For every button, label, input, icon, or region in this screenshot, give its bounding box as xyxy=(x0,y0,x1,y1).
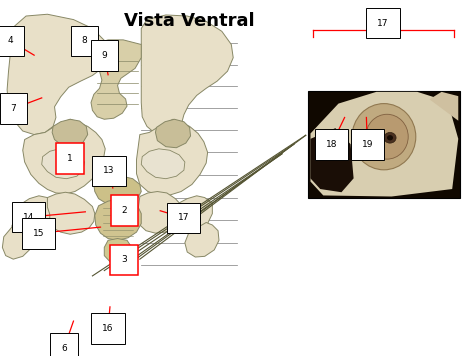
Text: 13: 13 xyxy=(103,166,115,176)
Polygon shape xyxy=(2,227,31,259)
Polygon shape xyxy=(19,196,55,230)
Text: 17: 17 xyxy=(178,213,190,222)
Polygon shape xyxy=(7,14,109,135)
Polygon shape xyxy=(12,214,43,237)
Polygon shape xyxy=(95,199,141,240)
Polygon shape xyxy=(185,222,219,257)
Text: 4: 4 xyxy=(8,36,13,46)
Polygon shape xyxy=(141,149,185,179)
Text: Vista Ventral: Vista Ventral xyxy=(124,12,255,31)
Polygon shape xyxy=(141,15,233,136)
Polygon shape xyxy=(47,192,95,234)
Ellipse shape xyxy=(387,135,393,141)
Text: 15: 15 xyxy=(33,229,45,238)
Polygon shape xyxy=(92,175,141,206)
Ellipse shape xyxy=(384,132,396,143)
Ellipse shape xyxy=(366,114,408,159)
Text: 18: 18 xyxy=(326,140,337,149)
Text: 1: 1 xyxy=(67,154,73,163)
Polygon shape xyxy=(42,149,84,179)
Ellipse shape xyxy=(352,104,416,170)
Polygon shape xyxy=(429,92,458,121)
Text: 6: 6 xyxy=(61,344,67,353)
Polygon shape xyxy=(310,128,354,192)
Text: 3: 3 xyxy=(121,255,127,265)
Text: 2: 2 xyxy=(121,206,127,215)
Polygon shape xyxy=(175,196,212,231)
Text: 16: 16 xyxy=(102,324,114,333)
Polygon shape xyxy=(104,239,132,263)
Polygon shape xyxy=(137,119,208,195)
Polygon shape xyxy=(52,119,88,147)
Text: 17: 17 xyxy=(377,19,389,28)
Polygon shape xyxy=(138,192,184,233)
Text: 14: 14 xyxy=(23,213,34,222)
Polygon shape xyxy=(23,119,105,194)
Polygon shape xyxy=(155,119,191,148)
Text: 7: 7 xyxy=(10,104,16,113)
Polygon shape xyxy=(91,40,141,119)
FancyBboxPatch shape xyxy=(308,91,460,198)
Text: 8: 8 xyxy=(82,36,87,46)
Text: 19: 19 xyxy=(362,140,373,149)
Polygon shape xyxy=(310,92,458,197)
Text: 9: 9 xyxy=(101,51,107,60)
